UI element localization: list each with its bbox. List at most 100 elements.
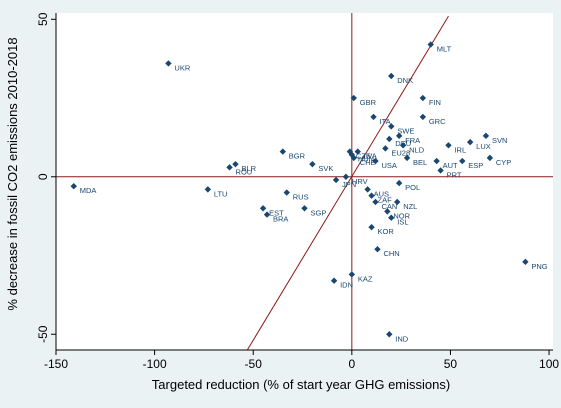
point-label-kor: KOR xyxy=(378,227,395,236)
point-label-bra: BRA xyxy=(273,215,288,224)
data-point-kor xyxy=(368,223,375,231)
data-point-rou xyxy=(226,164,233,171)
data-point-svn xyxy=(482,132,490,140)
data-point-sgp xyxy=(301,205,308,212)
point-label-rou: ROU xyxy=(236,167,253,176)
point-label-jpn: JPN xyxy=(342,180,356,189)
point-label-usa: USA xyxy=(382,161,397,170)
data-point-pol xyxy=(395,179,403,187)
data-point-bra xyxy=(263,211,271,218)
point-label-lva: LVA xyxy=(364,152,377,161)
point-label-hun: HUN xyxy=(358,155,374,164)
data-point-ita xyxy=(370,113,377,121)
point-label-ukr: UKR xyxy=(174,63,190,72)
data-point-svk xyxy=(309,160,316,168)
data-point-idn xyxy=(330,277,338,284)
point-label-grc: GRC xyxy=(429,117,446,126)
point-label-fra: FRA xyxy=(405,136,420,145)
point-label-ind: IND xyxy=(395,334,409,343)
point-label-kaz: KAZ xyxy=(358,274,373,283)
data-point-isl xyxy=(388,214,395,221)
x-tick-label: -50 xyxy=(245,357,263,371)
data-point-irl xyxy=(445,142,452,149)
data-point-bel xyxy=(403,154,411,162)
point-label-mda: MDA xyxy=(80,186,97,195)
data-point-ukr xyxy=(165,60,172,67)
x-axis-label: Targeted reduction (% of start year GHG … xyxy=(152,377,450,392)
data-point-blr xyxy=(232,160,239,168)
y-tick-label: -50 xyxy=(36,325,50,343)
data-point-can xyxy=(372,198,379,206)
x-tick-label: 50 xyxy=(444,357,458,371)
point-label-bgr: BGR xyxy=(289,152,306,161)
point-label-est: EST xyxy=(269,208,284,217)
data-point-esp xyxy=(459,157,466,165)
point-label-lux: LUX xyxy=(476,142,491,151)
point-label-cyp: CYP xyxy=(496,158,511,167)
point-label-esp: ESP xyxy=(468,161,483,170)
point-label-sgp: SGP xyxy=(311,208,327,217)
reference-lines xyxy=(56,13,553,350)
fit-line xyxy=(246,15,449,351)
data-point-fra xyxy=(395,132,403,140)
data-point-aut xyxy=(433,157,440,165)
data-point-cyp xyxy=(486,154,494,162)
data-point-fin xyxy=(419,94,427,102)
data-point-usa xyxy=(372,157,379,165)
data-point-zaf xyxy=(368,192,375,199)
data-point-eu28 xyxy=(382,145,389,152)
fit-line-group xyxy=(246,15,449,351)
data-point-jpn xyxy=(332,176,340,184)
x-tick-label: -150 xyxy=(44,357,68,371)
data-point-gbr xyxy=(350,94,358,102)
data-point-nld xyxy=(399,142,407,149)
data-point-ind xyxy=(386,331,393,338)
point-label-deu: DEU xyxy=(395,139,411,148)
data-point-lux xyxy=(466,138,474,146)
data-point-chn xyxy=(374,246,381,253)
data-point-deu xyxy=(386,135,393,143)
point-label-ltu: LTU xyxy=(214,189,228,198)
point-label-eu28: EU28 xyxy=(391,148,410,157)
axes: -150 -100 -50 0 50 100 -50 0 50 xyxy=(36,12,559,371)
point-label-fin: FIN xyxy=(429,98,441,107)
x-tick-label: -100 xyxy=(143,357,167,371)
point-label-nzl: NZL xyxy=(403,202,417,211)
point-label-ita: ITA xyxy=(380,117,391,126)
point-label-png: PNG xyxy=(531,262,547,271)
data-point-nzl xyxy=(393,198,401,206)
point-label-gbr: GBR xyxy=(360,98,377,107)
data-point-grc xyxy=(419,113,427,121)
point-label-irl: IRL xyxy=(454,145,466,154)
point-label-aut: AUT xyxy=(443,161,458,170)
data-point-swe xyxy=(388,123,395,130)
y-tick-label: 50 xyxy=(36,12,50,26)
point-label-dnk: DNK xyxy=(397,76,413,85)
plot-area xyxy=(56,13,553,350)
point-label-pol: POL xyxy=(405,183,420,192)
data-point-bgr xyxy=(279,148,287,155)
point-label-prt: PRT xyxy=(447,170,462,179)
point-label-cze: CZE xyxy=(356,152,371,161)
point-label-bel: BEL xyxy=(413,158,427,167)
point-label-nor: NOR xyxy=(393,211,410,220)
data-point-aus xyxy=(364,186,371,193)
data-point-ltu xyxy=(204,186,212,193)
point-label-chn: CHN xyxy=(383,249,399,258)
x-tick-label: 0 xyxy=(348,357,355,371)
point-label-nld: NLD xyxy=(409,145,425,154)
data-point-hrv xyxy=(342,173,350,180)
data-point-mlt xyxy=(427,41,434,48)
data-point-nor xyxy=(384,208,391,215)
y-axis-label: % decrease in fossil CO2 emissions 2010-… xyxy=(5,37,20,310)
point-label-blr: BLR xyxy=(241,164,256,173)
point-label-aus: AUS xyxy=(374,189,389,198)
data-point-rus xyxy=(283,189,290,196)
point-label-mlt: MLT xyxy=(437,44,452,53)
point-label-zaf: ZAF xyxy=(378,196,393,205)
data-point-prt xyxy=(437,167,444,174)
data-point-lva xyxy=(354,148,361,155)
point-label-can: CAN xyxy=(382,202,398,211)
point-label-swe: SWE xyxy=(397,126,414,135)
